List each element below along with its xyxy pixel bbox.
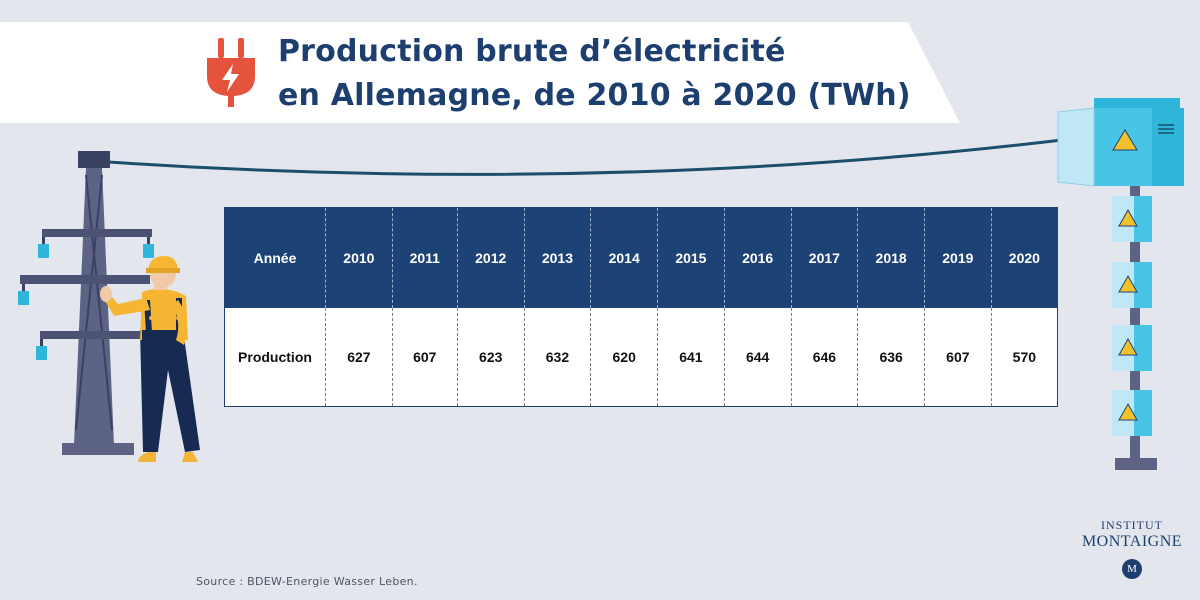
chart-title: Production brute d’électricité en Allema… [278, 30, 911, 118]
production-cell-2017: 646 [790, 308, 858, 406]
production-cell-2019: 607 [923, 308, 992, 406]
year-cell-2018: 2018 [857, 208, 925, 308]
production-cell-2011: 607 [391, 308, 458, 406]
production-cell-2014: 620 [590, 308, 658, 406]
data-table: Année 2010 2011 2012 2013 2014 2015 2016 2017 20… [224, 207, 1058, 407]
production-cell-2013: 632 [523, 308, 591, 406]
production-cell-2015: 641 [657, 308, 725, 406]
year-cell-2016: 2016 [723, 208, 792, 308]
year-cell-2010: 2010 [325, 208, 393, 308]
year-header-row: Année 2010 2011 2012 2013 2014 2015 2016 2017 20… [225, 208, 1057, 308]
chart-title-line-2: en Allemagne, de 2010 à 2020 (TWh) [278, 78, 911, 113]
year-cell-2019: 2019 [923, 208, 992, 308]
year-cell-2013: 2013 [523, 208, 591, 308]
source-note: Source : BDEW-Energie Wasser Leben. [196, 575, 418, 588]
production-table: Année 2010 2011 2012 2013 2014 2015 2016 2017 20… [225, 208, 1057, 406]
power-cable [107, 138, 1063, 176]
year-cell-2017: 2017 [790, 208, 858, 308]
production-cell-2016: 644 [723, 308, 792, 406]
year-cell-2014: 2014 [590, 208, 658, 308]
value-row-label: Production [238, 349, 312, 365]
power-pylon-illustration [18, 151, 154, 455]
brand-emblem-icon: M [1122, 559, 1142, 579]
production-cell-2020: 570 [990, 308, 1057, 406]
year-cell-2011: 2011 [391, 208, 458, 308]
institut-montaigne-logo: INSTITUT MONTAIGNE M [1072, 518, 1192, 579]
year-cell-2012: 2012 [456, 208, 525, 308]
electric-plug-icon [207, 38, 255, 107]
brand-line-1: INSTITUT [1101, 518, 1163, 532]
brand-line-2: MONTAIGNE [1081, 533, 1183, 550]
production-value-row: Production 627 607 623 632 620 641 644 646 636 60… [225, 308, 1057, 406]
row-header-label: Année [253, 250, 297, 266]
year-cell-2020: 2020 [990, 208, 1057, 308]
electrician-worker-illustration [100, 256, 200, 462]
year-cell-2015: 2015 [657, 208, 725, 308]
electrical-cabinet-illustration [1057, 98, 1184, 470]
production-cell-2012: 623 [456, 308, 525, 406]
production-cell-2018: 636 [857, 308, 925, 406]
production-cell-2010: 627 [325, 308, 393, 406]
chart-title-line-1: Production brute d’électricité [278, 34, 786, 69]
